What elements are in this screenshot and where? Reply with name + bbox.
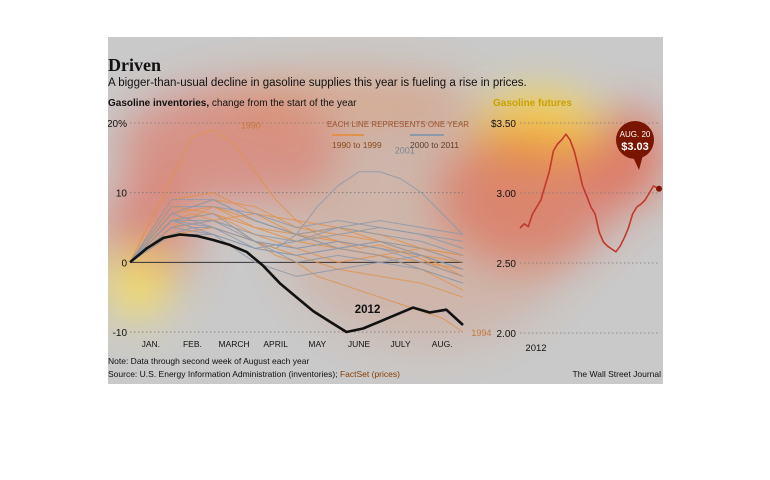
inventories-x-tick-label: JUNE xyxy=(348,339,371,349)
inventories-label-rest: change from the start of the year xyxy=(209,98,357,109)
futures-x-tick-label: 2012 xyxy=(525,343,546,354)
price-callout-pointer xyxy=(633,155,643,170)
source-factset: FactSet (prices) xyxy=(339,369,400,379)
price-callout-value: $3.03 xyxy=(621,141,649,153)
inventories-y-tick-label: 10 xyxy=(116,189,128,200)
inventories-label-bold: Gasoline inventories, xyxy=(108,98,210,109)
inventories-x-tick-label: APRIL xyxy=(263,339,288,349)
inventory-line-2004 xyxy=(129,219,464,263)
figure-subtitle: A bigger-than-usual decline in gasoline … xyxy=(108,77,527,89)
inventory-line-2011 xyxy=(129,213,464,284)
source-main: Source: U.S. Energy Information Administ… xyxy=(108,369,340,379)
inventory-line-2007 xyxy=(129,219,464,277)
annotation-1990: 1990 xyxy=(241,121,261,131)
inventories-x-tick-label: FEB. xyxy=(183,339,202,349)
futures-last-point xyxy=(656,185,662,192)
legend-label: 1990 to 1999 xyxy=(332,140,382,150)
inventories-y-tick-label: 0 xyxy=(121,258,127,269)
inventory-line-2005 xyxy=(129,220,464,270)
annotation-2012: 2012 xyxy=(355,304,381,316)
price-callout-bubble xyxy=(616,121,654,159)
inventory-line-2012 xyxy=(129,233,464,334)
inventories-x-tick-label: MARCH xyxy=(218,339,249,349)
legend-title: EACH LINE REPRESENTS ONE YEAR xyxy=(327,120,469,129)
annotation-2001: 2001 xyxy=(395,146,415,156)
inventories-x-tick-label: AUG. xyxy=(432,339,453,349)
annotation-1994: 1994 xyxy=(471,328,491,338)
inventories-x-tick-label: JAN. xyxy=(142,339,160,349)
inventories-panel-label: Gasoline inventories, change from the st… xyxy=(108,98,356,109)
inventory-line-2009 xyxy=(129,206,464,263)
figure-title: Driven xyxy=(108,55,161,75)
chart-figure: Driven A bigger-than-usual decline in ga… xyxy=(108,37,663,384)
chart-source: Source: U.S. Energy Information Administ… xyxy=(108,369,400,379)
futures-y-tick-label: 3.00 xyxy=(497,189,517,200)
inventory-line-2010 xyxy=(129,199,464,263)
futures-panel-label: Gasoline futures xyxy=(493,98,572,109)
inventories-y-tick-label: -10 xyxy=(113,328,128,339)
inventories-x-tick-label: JULY xyxy=(390,339,410,349)
chart-credit: The Wall Street Journal xyxy=(572,369,662,379)
futures-y-tick-label: 2.50 xyxy=(497,259,517,270)
chart-note: Note: Data through second week of August… xyxy=(108,356,310,366)
futures-y-tick-label: $3.50 xyxy=(491,119,516,130)
price-callout-date: AUG. 20 xyxy=(620,130,651,139)
chart-plots: -10 0 10 20% JAN. FEB. MARCH APRIL MAY JUNE JULY AU… xyxy=(108,119,662,354)
inventories-y-tick-label: 20% xyxy=(108,119,127,130)
inventories-x-tick-label: MAY xyxy=(308,339,326,349)
futures-line xyxy=(519,133,660,253)
legend-label: 2000 to 2011 xyxy=(410,140,459,150)
futures-y-tick-label: 2.00 xyxy=(497,329,517,340)
inventory-line-1991 xyxy=(129,192,464,270)
